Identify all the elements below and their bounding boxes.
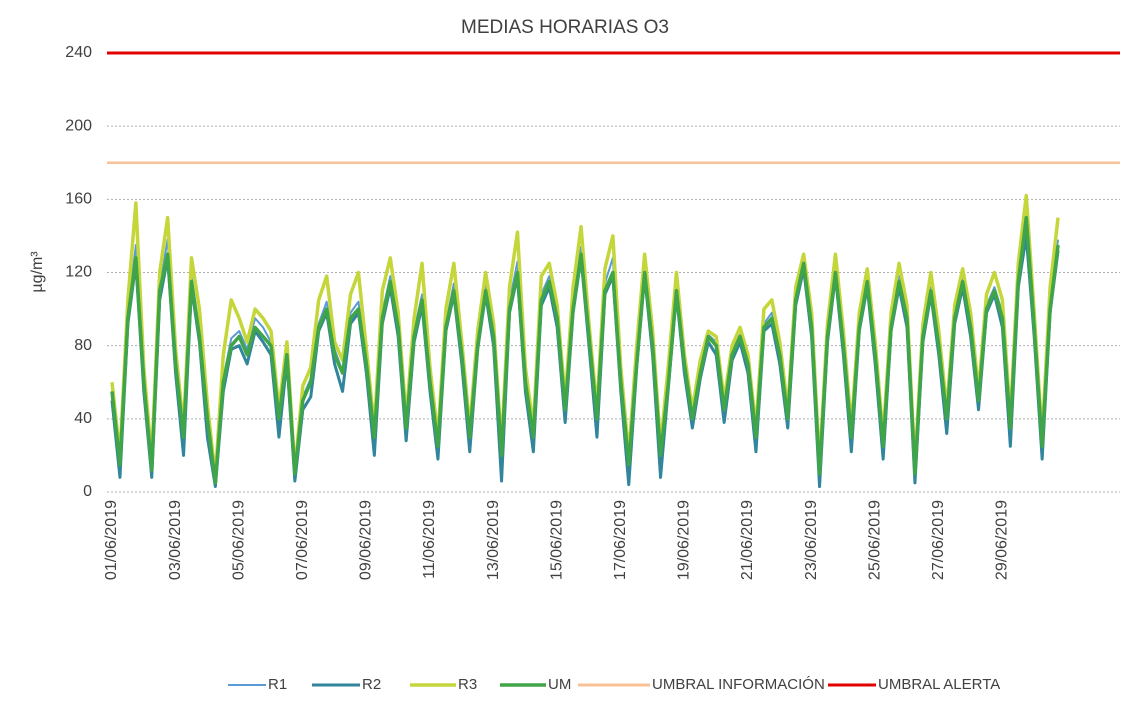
series-line bbox=[110, 193, 1060, 480]
x-tick-label: 13/06/2019 bbox=[485, 500, 502, 580]
y-tick-label: 0 bbox=[83, 483, 92, 500]
x-tick-label: 17/06/2019 bbox=[612, 500, 629, 580]
y-tick-label: 120 bbox=[65, 264, 92, 281]
x-tick-label: 07/06/2019 bbox=[294, 500, 311, 580]
x-tick-label: 05/06/2019 bbox=[230, 500, 247, 580]
x-tick-label: 21/06/2019 bbox=[739, 500, 756, 580]
series-line bbox=[110, 215, 1060, 485]
y-tick-label: 200 bbox=[65, 117, 92, 134]
x-tick-label: 15/06/2019 bbox=[548, 500, 565, 580]
x-tick-label: 01/06/2019 bbox=[103, 500, 120, 580]
legend-label: R2 bbox=[362, 676, 381, 693]
y-tick-label: 240 bbox=[65, 44, 92, 61]
chart-title: MEDIAS HORARIAS O3 bbox=[461, 17, 669, 38]
x-tick-label: 25/06/2019 bbox=[866, 500, 883, 580]
y-axis-label: µg/m³ bbox=[29, 251, 46, 293]
legend-label: UM bbox=[548, 676, 571, 693]
x-tick-label: 23/06/2019 bbox=[803, 500, 820, 580]
y-tick-label: 80 bbox=[74, 337, 92, 354]
x-tick-label: 29/06/2019 bbox=[994, 500, 1011, 580]
y-tick-label: 160 bbox=[65, 191, 92, 208]
x-tick-label: 27/06/2019 bbox=[930, 500, 947, 580]
legend-label: R1 bbox=[268, 676, 287, 693]
x-tick-label: 03/06/2019 bbox=[167, 500, 184, 580]
x-tick-label: 19/06/2019 bbox=[676, 500, 693, 580]
legend-label: UMBRAL ALERTA bbox=[878, 676, 1000, 693]
y-tick-label: 40 bbox=[74, 410, 92, 427]
legend-label: UMBRAL INFORMACIÓN bbox=[652, 676, 825, 693]
x-tick-label: 11/06/2019 bbox=[421, 500, 438, 579]
x-tick-label: 09/06/2019 bbox=[358, 500, 375, 580]
legend-label: R3 bbox=[458, 676, 477, 693]
